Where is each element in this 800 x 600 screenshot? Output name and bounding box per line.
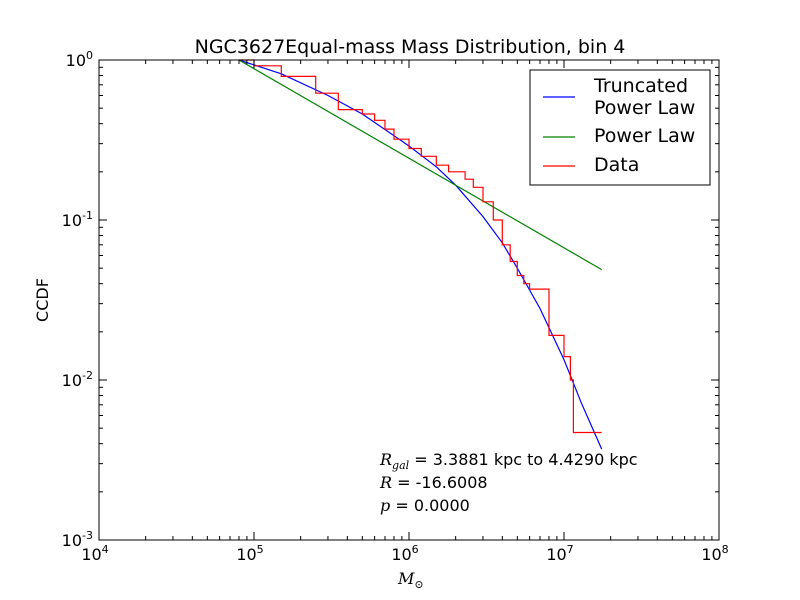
x-tick-label: 106 xyxy=(391,543,418,564)
series-line-3 xyxy=(239,59,602,434)
legend-label-2: Power Law xyxy=(594,125,695,147)
series-line-2 xyxy=(238,59,603,271)
chart-title: NGC3627Equal-mass Mass Distribution, bin… xyxy=(195,36,626,58)
ticks-layer: 104 105 106 107 108 10-3 10-2 10-1 100 xyxy=(62,49,729,564)
x-tick-label: 105 xyxy=(236,543,263,564)
series-layer xyxy=(238,59,603,450)
series-line-1 xyxy=(238,59,603,450)
annotation-2: R = -16.6008 xyxy=(379,473,488,492)
legend-label-3: Data xyxy=(594,154,639,176)
y-axis-label: CCDF xyxy=(33,278,52,322)
x-axis-label-subscript: ⊙ xyxy=(414,578,423,591)
x-axis-label-main: M xyxy=(397,569,415,588)
annotation-3: p = 0.0000 xyxy=(380,496,470,515)
x-tick-label: 104 xyxy=(81,543,108,564)
y-tick-label: 10-1 xyxy=(62,209,93,230)
x-tick-label: 108 xyxy=(701,543,728,564)
y-tick-label: 10-2 xyxy=(62,369,93,390)
y-tick-label: 100 xyxy=(66,49,93,70)
y-tick-label: 10-3 xyxy=(62,529,93,550)
x-tick-label: 107 xyxy=(546,543,573,564)
x-axis-label: M⊙ xyxy=(397,569,424,591)
legend-label-1: Power Law xyxy=(594,97,695,119)
annotation-1: Rgal = 3.3881 kpc to 4.4290 kpc xyxy=(379,450,638,472)
legend-label-1: Truncated xyxy=(593,75,688,97)
